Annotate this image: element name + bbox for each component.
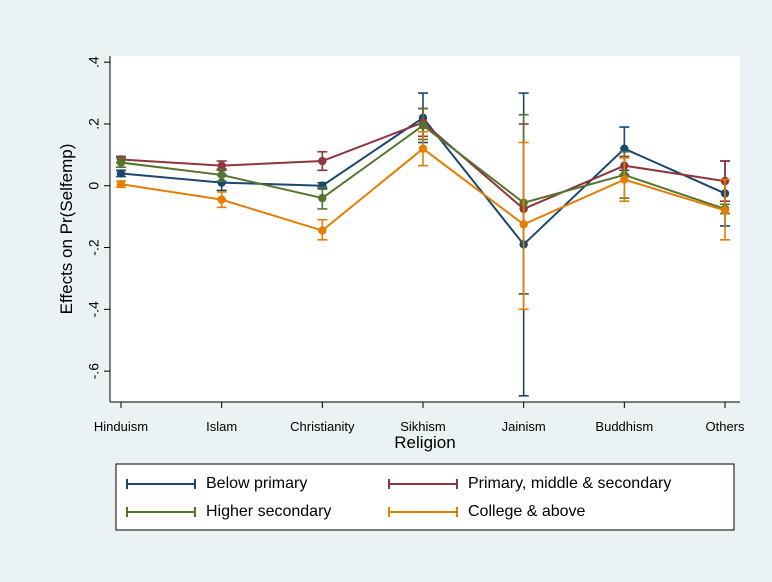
y-tick-label: .4 (86, 56, 102, 68)
y-tick-label: -.2 (86, 239, 102, 256)
y-tick-label: .2 (86, 118, 102, 130)
data-point (418, 144, 428, 153)
plot-area (110, 56, 740, 402)
legend-label: Higher secondary (206, 503, 331, 520)
data-point (116, 158, 126, 167)
series-4 (116, 130, 730, 311)
x-tick-label: Buddhism (595, 419, 653, 434)
legend-item-3: Higher secondary (126, 503, 331, 520)
y-ticks: .4 .2 0 -.2 -.4 -.6 (86, 56, 110, 379)
x-tick-label: Islam (206, 419, 237, 434)
x-tick-label: Sikhism (400, 419, 446, 434)
data-point (620, 144, 629, 153)
x-tick-label: Others (705, 419, 745, 434)
data-point (217, 161, 226, 170)
x-ticks: Hinduism Islam Christianity Sikhism Jainism B… (94, 402, 745, 434)
y-axis-label: Effects on Pr(Selfemp) (57, 144, 76, 315)
data-point (418, 121, 428, 130)
data-point (720, 206, 730, 215)
data-point (116, 169, 126, 178)
legend-item-2: Primary, middle & secondary (388, 475, 671, 492)
legend-item-4: College & above (388, 503, 586, 520)
data-point (217, 195, 226, 204)
data-point (318, 226, 327, 235)
y-tick-label: -.6 (86, 363, 102, 380)
x-tick-label: Jainism (502, 419, 546, 434)
legend-label: College & above (468, 503, 586, 520)
y-tick-label: -.4 (86, 301, 102, 318)
legend-item-1: Below primary (126, 475, 307, 492)
data-point (519, 220, 528, 229)
legend-label: Below primary (206, 475, 307, 492)
x-axis-label: Religion (394, 433, 455, 452)
data-point (620, 175, 629, 184)
data-point (318, 156, 327, 166)
data-point (217, 170, 226, 180)
series-layer (116, 92, 730, 397)
legend-label: Primary, middle & secondary (468, 475, 671, 492)
x-tick-label: Hinduism (94, 419, 148, 434)
data-point (318, 193, 327, 203)
x-tick-label: Christianity (290, 419, 355, 434)
legend-box (115, 463, 735, 531)
legend: Below primary Primary, middle & secondary… (115, 463, 735, 531)
y-tick-label: 0 (86, 182, 102, 190)
data-point (116, 180, 126, 189)
